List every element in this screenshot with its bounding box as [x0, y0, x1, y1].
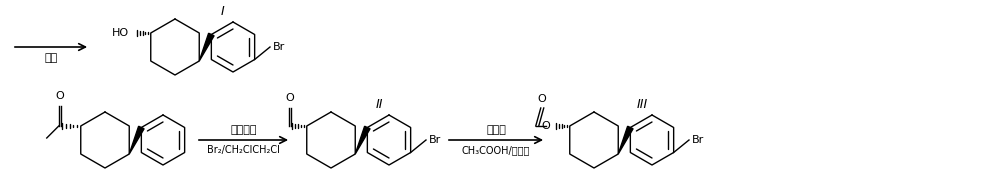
- Polygon shape: [618, 126, 633, 154]
- Text: 路易斯酸: 路易斯酸: [230, 125, 257, 135]
- Text: O: O: [55, 91, 64, 101]
- Polygon shape: [355, 126, 370, 154]
- Text: O: O: [285, 93, 294, 103]
- Text: II: II: [375, 98, 383, 111]
- Text: O: O: [537, 94, 546, 104]
- Text: Br: Br: [273, 42, 285, 52]
- Text: O: O: [541, 121, 550, 131]
- Text: 氧化剂: 氧化剂: [486, 125, 506, 135]
- Text: I: I: [221, 5, 225, 18]
- Text: Br: Br: [692, 135, 704, 145]
- Text: Br₂/CH₂ClCH₂Cl: Br₂/CH₂ClCH₂Cl: [207, 145, 280, 155]
- Text: Br: Br: [429, 135, 441, 145]
- Polygon shape: [129, 126, 144, 154]
- Polygon shape: [199, 33, 214, 61]
- Text: CH₃COOH/质子酸: CH₃COOH/质子酸: [462, 145, 530, 155]
- Text: HO: HO: [112, 28, 129, 38]
- Text: 水解: 水解: [44, 53, 58, 63]
- Text: III: III: [636, 98, 648, 111]
